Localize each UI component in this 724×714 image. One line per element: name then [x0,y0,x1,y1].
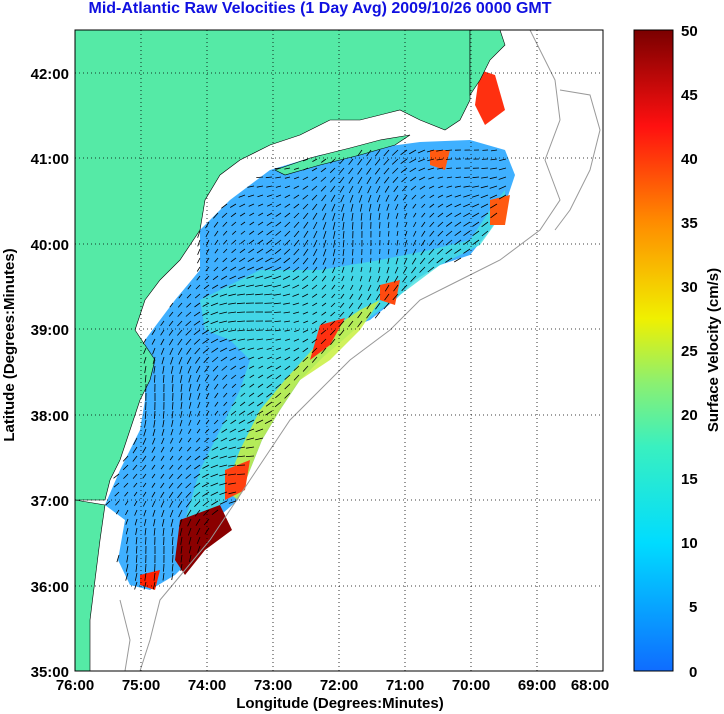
x-tick-label: 70:00 [452,677,490,694]
y-tick-label: 38:00 [31,408,69,425]
y-tick-label: 37:00 [31,493,69,510]
colorbar-tick-label: 20 [681,407,698,424]
bathymetry-contours [119,30,601,671]
colorbar-tick-label: 35 [681,215,698,232]
colorbar-tick-label: 30 [681,279,698,296]
grid-lines [75,30,603,671]
colorbar-tick-label: 40 [681,151,698,168]
hotspot-southcoast [430,150,450,170]
land-long-island [274,134,411,176]
y-tick-label: 36:00 [31,579,69,596]
y-tick-label: 41:00 [31,151,69,168]
x-tick-label: 75:00 [122,677,160,694]
colorbar-tick-label: 15 [681,471,698,488]
land-cape-cod [469,30,506,96]
hotspot-offshore-east [490,195,510,225]
hotspot-nantucket [475,70,505,125]
x-tick-label: 69:00 [518,677,556,694]
x-axis-label: Longitude (Degrees:Minutes) [236,695,444,712]
y-tick-label: 40:00 [31,237,69,254]
x-tick-label: 68:00 [571,677,609,694]
colorbar-tick-label: 10 [681,535,698,552]
x-tick-label: 76:00 [56,677,94,694]
y-tick-label: 35:00 [31,664,69,681]
x-tick-label: 71:00 [386,677,424,694]
colorbar-label: Surface Velocity (cm/s) [705,268,722,432]
land-virginia [75,499,106,671]
hotspot-shelf [310,318,345,360]
y-axis-label: Latitude (Degrees:Minutes) [1,248,18,441]
colorbar-tick-label: 45 [681,87,698,104]
velocity-field-teal [185,190,505,520]
colorbar-tick-label: 50 [681,23,698,40]
colorbar [633,29,674,672]
x-tick-label: 74:00 [188,677,226,694]
y-tick-label: 42:00 [31,66,69,83]
colorbar-tick-label: 25 [681,343,698,360]
plot-frame [74,29,604,672]
land-northeast [75,30,471,501]
x-tick-label: 73:00 [254,677,292,694]
colorbar-tick-label: 0 [689,664,697,681]
hotspot-hudson [380,280,400,305]
colorbar-tick-label: 5 [689,599,697,616]
map-title: Mid-Atlantic Raw Velocities (1 Day Avg) … [88,0,552,17]
y-tick-label: 39:00 [31,322,69,339]
velocity-arrows [105,149,507,590]
x-tick-label: 72:00 [320,677,358,694]
